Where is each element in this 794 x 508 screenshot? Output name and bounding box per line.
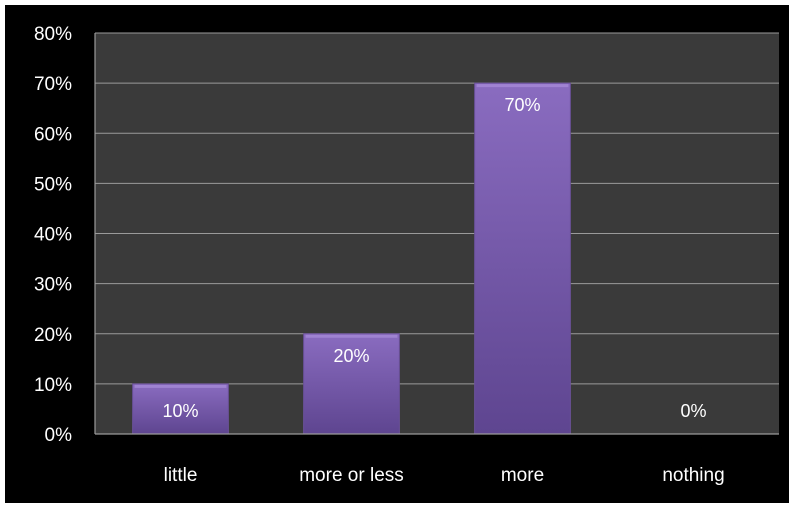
x-category-label: nothing <box>662 465 724 486</box>
gridlines <box>95 32 779 385</box>
y-tick-label: 80% <box>34 24 72 45</box>
y-tick-label: 60% <box>34 124 72 145</box>
y-axis-tick-labels: 0% 10% 20% 30% 40% 50% 60% 70% 80% <box>34 24 72 446</box>
y-tick-label: 20% <box>34 325 72 346</box>
y-tick-label: 70% <box>34 74 72 95</box>
y-tick-label: 40% <box>34 225 72 246</box>
x-category-label: more or less <box>299 465 404 486</box>
axes <box>94 33 779 435</box>
data-label: 10% <box>162 401 198 421</box>
y-tick-label: 50% <box>34 174 72 195</box>
y-tick-label: 10% <box>34 375 72 396</box>
data-labels: 10% 20% 70% 0% <box>162 95 706 421</box>
data-label: 70% <box>504 95 540 115</box>
x-axis-category-labels: little more or less more nothing <box>164 465 725 486</box>
x-category-label: more <box>501 465 544 486</box>
bar <box>132 383 229 435</box>
bar-highlight <box>305 334 398 338</box>
x-category-label: little <box>164 465 198 486</box>
y-tick-label: 30% <box>34 275 72 296</box>
bar <box>474 82 571 435</box>
data-label: 20% <box>333 346 369 366</box>
bar-highlight <box>134 384 227 388</box>
data-label: 0% <box>680 401 706 421</box>
bar-highlight <box>476 84 569 88</box>
y-tick-label: 0% <box>45 425 73 446</box>
